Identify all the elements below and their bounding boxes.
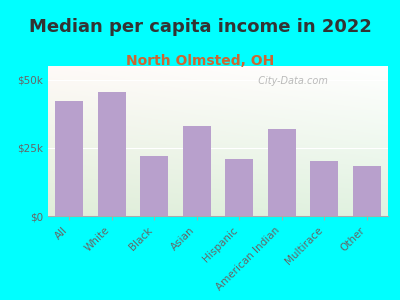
Bar (183, 126, 210, 216)
Bar (98, 92, 126, 216)
Bar (353, 166, 380, 216)
Text: Median per capita income in 2022: Median per capita income in 2022 (28, 18, 372, 36)
Bar (140, 156, 168, 216)
Bar (310, 161, 338, 216)
Text: City-Data.com: City-Data.com (252, 76, 328, 86)
Bar (226, 159, 253, 216)
Bar (56, 101, 83, 216)
Bar (268, 129, 296, 216)
Text: North Olmsted, OH: North Olmsted, OH (126, 54, 274, 68)
